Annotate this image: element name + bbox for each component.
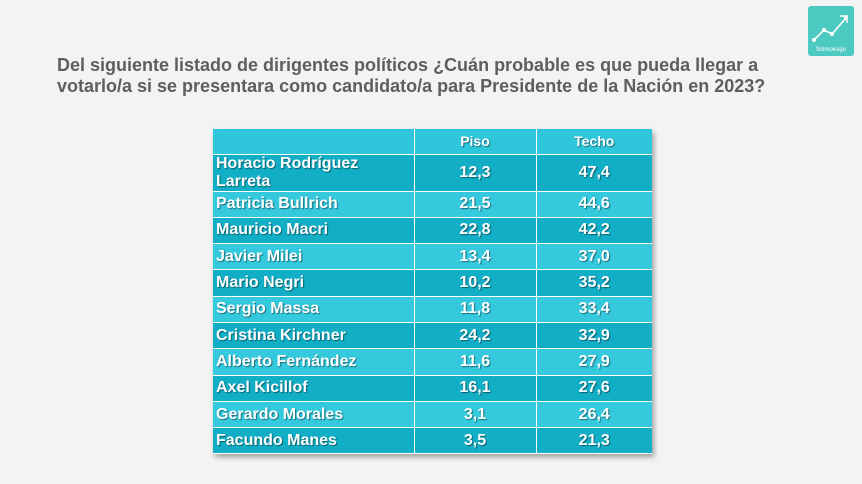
table-row: Horacio Rodríguez Larreta 12,3 47,4: [213, 154, 652, 192]
cell-name: Facundo Manes: [213, 427, 415, 455]
rising-chart-icon: [812, 15, 848, 42]
cell-piso: 11,6: [414, 348, 537, 376]
cell-piso: 21,5: [414, 191, 537, 218]
table-row: Javier Milei 13,4 37,0: [213, 243, 652, 271]
cell-name: Patricia Bullrich: [213, 191, 415, 218]
cell-name: Sergio Massa: [213, 296, 415, 323]
cell-piso: 12,3: [414, 154, 537, 192]
cell-name: Alberto Fernández: [213, 348, 415, 376]
cell-techo: 26,4: [536, 401, 652, 429]
cell-techo: 33,4: [536, 296, 652, 323]
cell-piso: 3,5: [414, 427, 537, 455]
cell-piso: 16,1: [414, 375, 537, 402]
cell-techo: 35,2: [536, 269, 652, 297]
table-row: Mario Negri 10,2 35,2: [213, 269, 652, 297]
question-title: Del siguiente listado de dirigentes polí…: [57, 55, 766, 96]
table-row: Mauricio Macri 22,8 42,2: [213, 217, 652, 245]
logo-label: Solmoirago: [815, 47, 847, 53]
table-row: Facundo Manes 3,5 21,3: [213, 427, 652, 455]
cell-piso: 24,2: [414, 322, 537, 350]
cell-piso: 13,4: [414, 243, 537, 271]
cell-techo: 42,2: [536, 217, 652, 245]
table-row: Alberto Fernández 11,6 27,9: [213, 348, 652, 376]
cell-piso: 3,1: [414, 401, 537, 429]
results-table: Piso Techo Horacio Rodríguez Larreta 12,3…: [213, 129, 652, 455]
cell-techo: 32,9: [536, 322, 652, 350]
table-header-row: Piso Techo: [213, 129, 652, 155]
cell-name: Mauricio Macri: [213, 217, 415, 245]
header-name: [213, 129, 415, 155]
cell-name: Mario Negri: [213, 269, 415, 297]
cell-techo: 27,6: [536, 375, 652, 402]
cell-techo: 27,9: [536, 348, 652, 376]
cell-name: Axel Kicillof: [213, 375, 415, 402]
cell-name: Javier Milei: [213, 243, 415, 271]
cell-name: Gerardo Morales: [213, 401, 415, 429]
table-row: Cristina Kirchner 24,2 32,9: [213, 322, 652, 350]
table-row: Sergio Massa 11,8 33,4: [213, 296, 652, 323]
cell-techo: 47,4: [536, 154, 652, 192]
table-body: Horacio Rodríguez Larreta 12,3 47,4 Patrici…: [213, 154, 652, 455]
cell-piso: 11,8: [414, 296, 537, 323]
header-techo: Techo: [536, 129, 652, 155]
cell-piso: 10,2: [414, 269, 537, 297]
cell-techo: 44,6: [536, 191, 652, 218]
cell-techo: 37,0: [536, 243, 652, 271]
table-row: Gerardo Morales 3,1 26,4: [213, 401, 652, 429]
brand-logo: Solmoirago: [808, 6, 854, 56]
cell-techo: 21,3: [536, 427, 652, 455]
cell-name: Horacio Rodríguez Larreta: [213, 154, 415, 192]
table-row: Patricia Bullrich 21,5 44,6: [213, 191, 652, 218]
cell-piso: 22,8: [414, 217, 537, 245]
header-piso: Piso: [414, 129, 537, 155]
table-row: Axel Kicillof 16,1 27,6: [213, 375, 652, 402]
cell-name: Cristina Kirchner: [213, 322, 415, 350]
